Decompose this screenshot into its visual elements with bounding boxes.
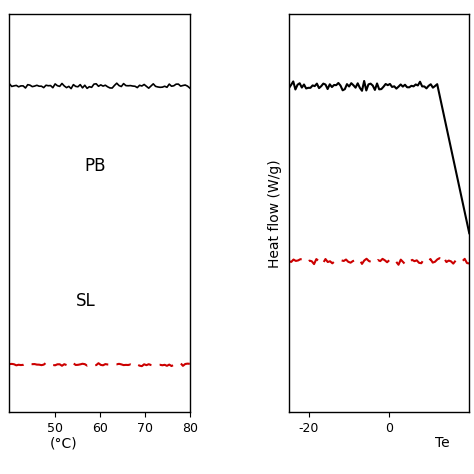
Text: PB: PB [84, 156, 106, 174]
Text: SL: SL [76, 292, 96, 310]
X-axis label: Te: Te [435, 436, 449, 450]
Y-axis label: Heat flow (W/g): Heat flow (W/g) [268, 159, 282, 268]
X-axis label: (°C): (°C) [50, 436, 77, 450]
